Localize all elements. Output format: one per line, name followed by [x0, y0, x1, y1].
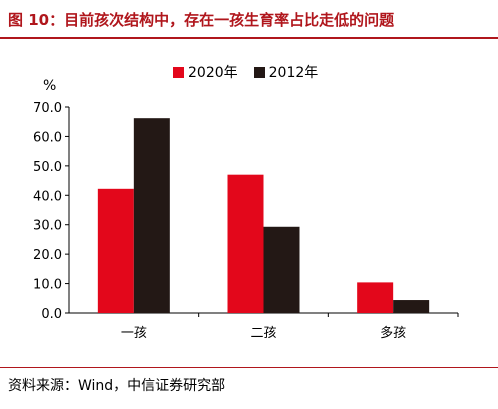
legend-swatch-2020 — [173, 66, 184, 78]
y-tick-label: 10.0 — [33, 278, 62, 293]
y-tick-label: 30.0 — [33, 219, 62, 234]
bar-2020 — [227, 174, 264, 313]
bar-2012 — [133, 118, 170, 313]
legend-item-2020: 2020年 — [173, 62, 238, 82]
bar-2020 — [97, 188, 134, 313]
y-tick-label: 20.0 — [33, 248, 62, 263]
y-axis-unit: % — [43, 78, 57, 94]
legend-swatch-2012 — [253, 66, 265, 78]
y-tick-label: 60.0 — [33, 130, 62, 145]
chart-legend: 2020年 2012年 — [173, 62, 334, 82]
x-tick-label: 一孩 — [121, 326, 147, 341]
y-tick-label: 50.0 — [33, 160, 62, 175]
legend-item-2012: 2012年 — [253, 62, 319, 82]
x-tick-label: 多孩 — [380, 325, 406, 341]
source-divider — [0, 367, 498, 368]
legend-label-2012: 2012年 — [268, 65, 319, 81]
bar-2012 — [263, 226, 300, 313]
y-tick-label: 40.0 — [33, 189, 62, 204]
x-tick-label: 二孩 — [250, 326, 276, 341]
source-note: 资料来源：Wind，中信证券研究部 — [8, 378, 226, 394]
bar-2020 — [357, 282, 394, 313]
figure-title: 图 10：目前孩次结构中，存在一孩生育率占比走低的问题 — [8, 11, 395, 29]
legend-label-2020: 2020年 — [188, 65, 238, 81]
y-tick-label: 70.0 — [33, 101, 62, 116]
bar-2012 — [393, 300, 430, 313]
title-divider — [0, 37, 498, 39]
y-tick-label: 0.0 — [41, 307, 62, 322]
